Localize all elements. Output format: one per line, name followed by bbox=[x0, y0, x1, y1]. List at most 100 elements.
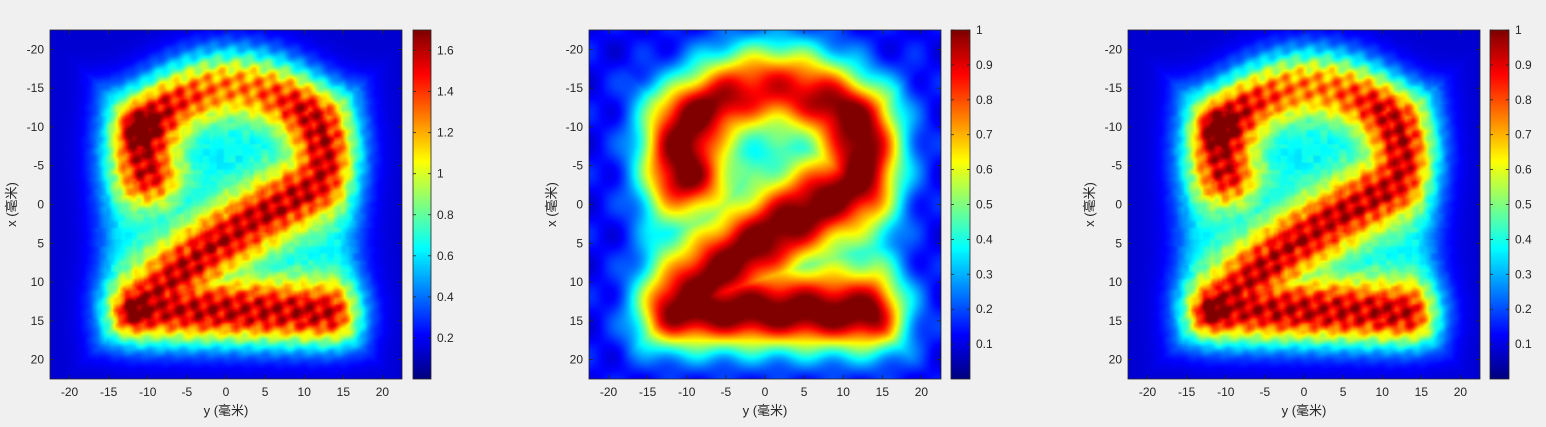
y-tick-label: 15 bbox=[570, 314, 584, 328]
x-tick-label: -10 bbox=[139, 385, 157, 399]
y-tick-label: -10 bbox=[566, 120, 584, 134]
y-tick-label: -20 bbox=[1105, 42, 1123, 56]
colorbar-tick-label: 0.5 bbox=[976, 198, 993, 212]
colorbar bbox=[413, 30, 431, 379]
colorbar bbox=[1490, 30, 1509, 379]
x-tick-label: 15 bbox=[876, 385, 890, 399]
x-tick-label: -5 bbox=[721, 385, 732, 399]
y-tick-label: 0 bbox=[37, 198, 44, 212]
y-tick-label: -5 bbox=[572, 159, 583, 173]
colorbar-tick-label: 0.9 bbox=[976, 58, 993, 72]
heatmap-image bbox=[50, 30, 402, 379]
colorbar-tick-label: 0.7 bbox=[1515, 128, 1532, 142]
colorbar-tick-label: 1 bbox=[1515, 23, 1522, 37]
x-tick-label: -10 bbox=[678, 385, 696, 399]
axes: -20 -15 -10 -5 0 5 10 15 20 -20 -15 -10 -5 0 5 10 15 20 y … bbox=[4, 29, 454, 418]
y-tick-label: -20 bbox=[566, 42, 584, 56]
colorbar-tick-label: 0.9 bbox=[1515, 58, 1532, 72]
y-tick-label: -5 bbox=[33, 159, 44, 173]
plot-frame bbox=[1127, 29, 1481, 380]
y-tick-label: -20 bbox=[27, 42, 45, 56]
y-tick-label: 5 bbox=[576, 236, 583, 250]
colorbar-tick-label: 0.1 bbox=[1515, 337, 1532, 351]
heatmap-image bbox=[589, 30, 941, 379]
colorbar-tick-label: 0.3 bbox=[1515, 267, 1532, 281]
colorbar-tick-label: 1 bbox=[976, 23, 983, 37]
y-tick-label: 10 bbox=[570, 275, 584, 289]
y-tick-label: 5 bbox=[1115, 236, 1122, 250]
x-tick-label: -15 bbox=[1178, 385, 1196, 399]
y-tick-label: -15 bbox=[1105, 81, 1123, 95]
colorbar-tick-label: 0.6 bbox=[1515, 163, 1532, 177]
y-tick-label: 20 bbox=[31, 353, 45, 367]
x-axis-label: y (毫米) bbox=[1282, 403, 1327, 418]
colorbar-tick-label: 0.2 bbox=[976, 302, 993, 316]
colorbar-tick-label: 0.8 bbox=[976, 93, 993, 107]
colorbar-tick-label: 0.8 bbox=[437, 208, 454, 222]
y-tick-label: 15 bbox=[31, 314, 45, 328]
y-tick-label: 0 bbox=[1115, 198, 1122, 212]
heatmap-image bbox=[1128, 30, 1480, 379]
y-axis-label: x (毫米) bbox=[544, 182, 559, 227]
x-tick-label: 20 bbox=[376, 385, 390, 399]
colorbar-tick-label: 0.5 bbox=[1515, 198, 1532, 212]
x-tick-label: -5 bbox=[1260, 385, 1271, 399]
y-axis-label: x (毫米) bbox=[4, 182, 19, 227]
x-tick-label: 20 bbox=[915, 385, 929, 399]
x-axis-label: y (毫米) bbox=[743, 403, 788, 418]
y-tick-label: -15 bbox=[566, 81, 584, 95]
x-tick-label: 5 bbox=[262, 385, 269, 399]
colorbar-tick-label: 0.6 bbox=[437, 249, 454, 263]
x-tick-label: -5 bbox=[182, 385, 193, 399]
x-tick-label: -15 bbox=[639, 385, 657, 399]
axes: -20 -15 -10 -5 0 5 10 15 20 -20 -15 -10 -5 0 5 10 15 20 y … bbox=[544, 23, 993, 418]
y-tick-label: 5 bbox=[37, 236, 44, 250]
y-tick-label: 20 bbox=[570, 353, 584, 367]
y-tick-label: 10 bbox=[1109, 275, 1123, 289]
x-tick-label: 0 bbox=[223, 385, 230, 399]
y-tick-label: 20 bbox=[1109, 353, 1123, 367]
chart-panel-3: -20 -15 -10 -5 0 5 10 15 20 -20 -15 -10 -5 0 5 10 15 20 y … bbox=[1078, 0, 1546, 427]
colorbar-tick-label: 0.6 bbox=[976, 163, 993, 177]
x-tick-label: -20 bbox=[61, 385, 79, 399]
plot-frame bbox=[49, 29, 403, 380]
x-tick-label: 15 bbox=[1415, 385, 1429, 399]
colorbar-tick-label: 0.2 bbox=[1515, 302, 1532, 316]
colorbar-tick-label: 0.2 bbox=[437, 331, 454, 345]
plot-frame bbox=[588, 29, 942, 380]
y-tick-label: 0 bbox=[576, 198, 583, 212]
x-tick-label: -10 bbox=[1217, 385, 1235, 399]
x-tick-label: 5 bbox=[801, 385, 808, 399]
x-axis-label: y (毫米) bbox=[204, 403, 249, 418]
colorbar-tick-label: 0.8 bbox=[1515, 93, 1532, 107]
y-tick-label: -5 bbox=[1111, 159, 1122, 173]
colorbar-tick-label: 0.7 bbox=[976, 128, 993, 142]
colorbar-tick-label: 0.1 bbox=[976, 337, 993, 351]
x-tick-label: 5 bbox=[1340, 385, 1347, 399]
y-tick-label: -10 bbox=[1105, 120, 1123, 134]
x-tick-label: 15 bbox=[337, 385, 351, 399]
x-tick-label: 20 bbox=[1454, 385, 1468, 399]
colorbar-tick-label: 0.3 bbox=[976, 267, 993, 281]
y-tick-label: -10 bbox=[27, 120, 45, 134]
x-tick-label: 0 bbox=[1301, 385, 1308, 399]
chart-panel-1: -20 -15 -10 -5 0 5 10 15 20 -20 -15 -10 -5 0 5 10 15 20 y … bbox=[0, 0, 483, 427]
colorbar-tick-label: 1.6 bbox=[437, 44, 454, 58]
colorbar-tick-label: 0.4 bbox=[976, 232, 993, 246]
axes: -20 -15 -10 -5 0 5 10 15 20 -20 -15 -10 -5 0 5 10 15 20 y … bbox=[1082, 23, 1532, 418]
colorbar-frame bbox=[412, 29, 432, 380]
x-tick-label: 0 bbox=[762, 385, 769, 399]
y-tick-label: 10 bbox=[31, 275, 45, 289]
x-tick-label: -15 bbox=[100, 385, 118, 399]
y-tick-label: 15 bbox=[1109, 314, 1123, 328]
colorbar-tick-label: 1.2 bbox=[437, 126, 454, 140]
colorbar bbox=[951, 30, 970, 379]
colorbar-tick-label: 0.4 bbox=[437, 290, 454, 304]
x-tick-label: 10 bbox=[298, 385, 312, 399]
colorbar-tick-label: 0.4 bbox=[1515, 232, 1532, 246]
colorbar-tick-label: 1.4 bbox=[437, 85, 454, 99]
x-tick-label: 10 bbox=[837, 385, 851, 399]
y-tick-label: -15 bbox=[27, 81, 45, 95]
colorbar-tick-label: 1 bbox=[437, 167, 444, 181]
chart-panel-2: -20 -15 -10 -5 0 5 10 15 20 -20 -15 -10 -5 0 5 10 15 20 y … bbox=[540, 0, 1021, 427]
